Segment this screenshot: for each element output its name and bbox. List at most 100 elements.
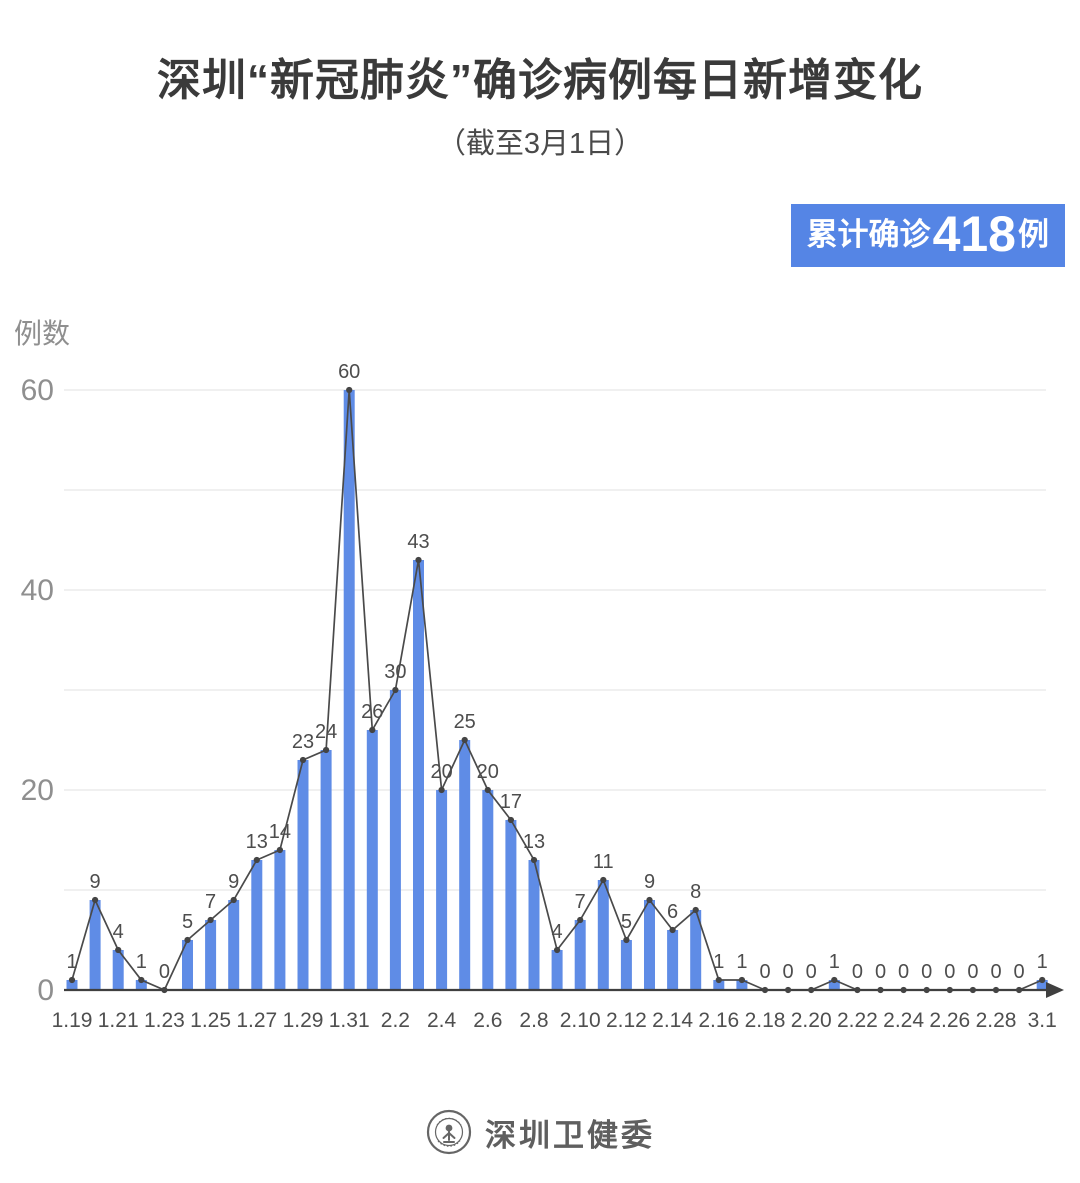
chart-point xyxy=(299,756,307,764)
x-tick-label: 2.2 xyxy=(381,1009,410,1032)
chart-bar xyxy=(459,740,471,990)
value-label: 8 xyxy=(690,881,701,903)
value-label: 60 xyxy=(338,361,360,383)
y-axis-title: 例数 xyxy=(14,318,71,349)
chart-bar xyxy=(66,980,78,990)
value-label: 0 xyxy=(967,961,978,983)
value-label: 0 xyxy=(159,961,170,983)
x-tick-label: 1.29 xyxy=(283,1009,324,1032)
x-tick-label: 2.16 xyxy=(698,1009,739,1032)
value-label: 20 xyxy=(477,761,499,783)
chart-bar xyxy=(667,930,679,990)
chart-point xyxy=(1016,986,1023,994)
chart-bar xyxy=(413,560,424,990)
chart-bar xyxy=(297,760,309,990)
chart-point xyxy=(715,976,722,984)
org-name: 深圳卫健委 xyxy=(485,1117,655,1153)
value-label: 0 xyxy=(921,961,932,983)
value-label: 0 xyxy=(898,961,909,983)
value-label: 43 xyxy=(407,531,429,553)
value-label: 20 xyxy=(430,761,452,783)
value-label: 1 xyxy=(829,951,840,973)
x-tick-label: 2.24 xyxy=(883,1009,924,1032)
chart-bar xyxy=(690,910,702,990)
chart-point xyxy=(115,946,122,954)
chart-point xyxy=(161,986,168,994)
value-label: 9 xyxy=(644,871,655,893)
x-tick-label: 2.22 xyxy=(837,1009,878,1032)
x-tick-label: 1.23 xyxy=(144,1009,185,1032)
chart-point xyxy=(184,936,191,944)
chart-bar xyxy=(736,980,748,990)
chart-bar xyxy=(620,940,632,990)
value-label: 6 xyxy=(667,901,678,923)
chart-point xyxy=(68,976,76,984)
value-label: 23 xyxy=(292,731,314,753)
value-label: 5 xyxy=(182,911,193,933)
value-label: 0 xyxy=(875,961,886,983)
chart-point xyxy=(761,986,769,994)
value-label: 1 xyxy=(66,951,77,973)
value-label: 1 xyxy=(713,951,724,973)
chart-point xyxy=(785,986,792,994)
chart-bar xyxy=(366,730,378,990)
chart-point xyxy=(646,896,653,904)
x-tick-label: 2.20 xyxy=(791,1009,832,1032)
chart-point xyxy=(230,896,237,904)
value-label: 13 xyxy=(523,831,545,853)
value-label: 0 xyxy=(759,961,770,983)
chart-point xyxy=(969,986,977,994)
chart-bar xyxy=(644,900,655,990)
x-tick-label: 2.12 xyxy=(606,1009,647,1032)
chart-bar xyxy=(551,950,563,990)
chart-bar xyxy=(135,980,147,990)
value-label: 1 xyxy=(136,951,147,973)
infographic-page: 深圳“新冠肺炎”确诊病例每日新增变化 （截至3月1日） 累计确诊 418 例 例… xyxy=(0,0,1080,1155)
chart-point xyxy=(877,986,884,994)
x-tick-label: 2.14 xyxy=(652,1009,693,1032)
page-title: 深圳“新冠肺炎”确诊病例每日新增变化 xyxy=(157,56,923,105)
cumulative-total-badge: 累计确诊 418 例 xyxy=(790,204,1065,267)
chart-bar xyxy=(251,860,263,990)
badge-suffix: 例 xyxy=(1018,217,1049,252)
value-label: 0 xyxy=(806,961,817,983)
chart-bar xyxy=(528,860,540,990)
value-label: 5 xyxy=(621,911,632,933)
x-tick-label: 1.31 xyxy=(329,1009,370,1032)
chart-point xyxy=(369,726,376,734)
value-label: 0 xyxy=(783,961,794,983)
chart-point xyxy=(600,876,607,884)
chart-bar xyxy=(574,920,586,990)
health-commission-logo-icon xyxy=(426,1109,472,1155)
x-tick-label: 2.10 xyxy=(560,1009,601,1032)
chart-point xyxy=(808,986,815,994)
chart-bar xyxy=(828,980,840,990)
x-tick-label: 2.28 xyxy=(976,1009,1017,1032)
value-label: 17 xyxy=(500,791,522,813)
badge-prefix: 累计确诊 xyxy=(806,217,931,252)
chart-point xyxy=(946,986,953,994)
chart-point xyxy=(461,736,468,744)
chart-bar xyxy=(597,880,609,990)
chart-bar xyxy=(205,920,217,990)
value-label: 13 xyxy=(246,831,268,853)
chart-bar xyxy=(343,390,355,990)
chart-bar xyxy=(320,750,332,990)
chart-point xyxy=(392,686,399,694)
chart-bar xyxy=(389,690,401,990)
chart-point xyxy=(577,916,584,924)
value-label: 0 xyxy=(990,961,1001,983)
chart-point xyxy=(623,936,630,944)
value-label: 24 xyxy=(315,721,337,743)
x-tick-label: 1.21 xyxy=(98,1009,139,1032)
value-label: 1 xyxy=(1037,951,1048,973)
value-label: 7 xyxy=(205,891,216,913)
chart-bar xyxy=(182,940,193,990)
x-tick-label: 2.18 xyxy=(745,1009,786,1032)
x-tick-label: 2.6 xyxy=(473,1009,502,1032)
chart-point xyxy=(831,976,838,984)
chart-point xyxy=(346,386,353,394)
chart-point xyxy=(415,556,422,564)
chart-point xyxy=(438,786,445,794)
